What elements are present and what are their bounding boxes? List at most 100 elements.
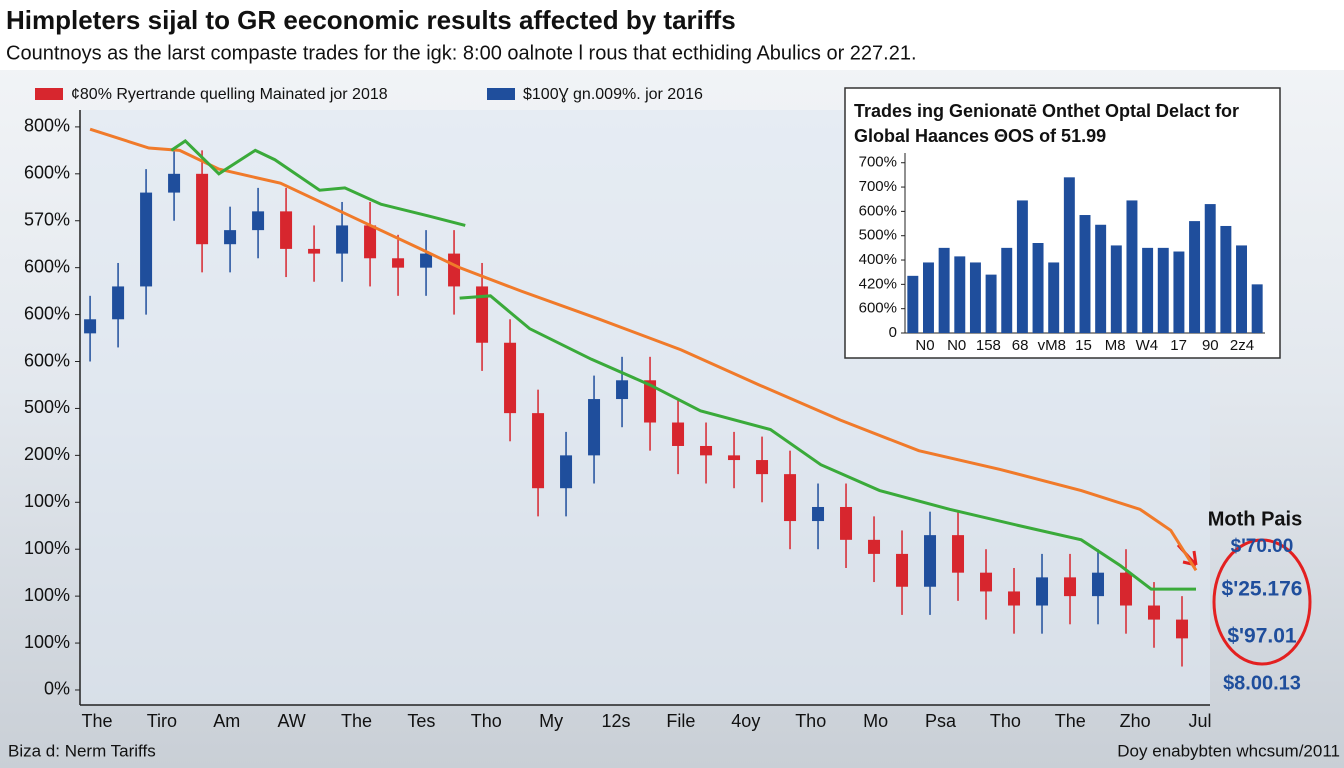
- y-tick-label: 500%: [24, 397, 70, 417]
- y-tick-label: 100%: [24, 538, 70, 558]
- footer-right: Doy enabybten whcsum/2011: [1117, 741, 1340, 760]
- bar: [1236, 245, 1247, 333]
- candle-body: [364, 225, 377, 259]
- candle-body: [1176, 619, 1189, 639]
- x-tick-label: Tiro: [147, 711, 177, 731]
- bar: [907, 275, 919, 333]
- candle-body: [308, 248, 321, 254]
- bar: [1189, 221, 1201, 333]
- candle-body: [252, 211, 265, 231]
- candle-body: [448, 253, 461, 287]
- x-tick-label: 90: [1202, 337, 1219, 354]
- bar: [985, 274, 997, 333]
- bar: [1001, 247, 1013, 333]
- bar: [1063, 177, 1075, 333]
- x-tick-label: 68: [1012, 337, 1029, 354]
- candle-body: [896, 553, 909, 587]
- bar: [1157, 247, 1169, 333]
- candle-body: [112, 286, 125, 320]
- annotation: Moth Pais: [1208, 508, 1302, 530]
- candle-body: [1092, 572, 1105, 597]
- legend-label: ¢80% Ryertrande quelling Mainated jor 20…: [71, 86, 388, 103]
- bar: [1142, 247, 1154, 333]
- x-tick-label: Tho: [990, 711, 1021, 731]
- x-tick-label: Tes: [407, 711, 435, 731]
- footer-left: Biza d: Nerm Tariffs: [8, 741, 156, 760]
- candle-body: [756, 460, 769, 475]
- candle-body: [980, 572, 993, 592]
- trend-line: [89, 127, 1198, 572]
- x-tick-label: W4: [1136, 337, 1159, 354]
- candle-body: [196, 173, 209, 245]
- bar: [1204, 204, 1216, 333]
- y-tick-label: 600%: [24, 256, 70, 276]
- candle-body: [1036, 577, 1049, 606]
- x-tick-label: 17: [1170, 337, 1187, 354]
- y-tick-label: 600%: [24, 350, 70, 370]
- candle-body: [868, 539, 881, 554]
- candle-body: [280, 211, 293, 249]
- bar: [938, 247, 950, 333]
- candle-body: [812, 506, 825, 522]
- candle-body: [504, 342, 517, 414]
- bar: [1048, 262, 1060, 333]
- x-tick-label: Jul: [1188, 711, 1211, 731]
- candle-body: [924, 535, 937, 587]
- candle-body: [84, 319, 97, 334]
- x-tick-label: Tho: [795, 711, 826, 731]
- y-tick-label: 600%: [859, 300, 897, 317]
- chart-title: Himpleters sijal to GR eeconomic results…: [6, 5, 736, 35]
- candle-body: [784, 474, 797, 522]
- x-tick-label: 4oy: [731, 711, 760, 731]
- inset-title: Trades ing Genionatē Onthet Optal Delact…: [854, 101, 1239, 121]
- highlight-circle: [1212, 538, 1312, 666]
- candle-body: [392, 258, 405, 268]
- x-tick-label: My: [539, 711, 563, 731]
- candle-body: [168, 173, 181, 193]
- annotation: $8.00.13: [1223, 672, 1301, 694]
- inset-title: Global Haances ΘOS of 51.99: [854, 126, 1106, 146]
- legend-label: $100Ɣ gn.009%. jor 2016: [523, 86, 703, 103]
- candle-body: [420, 253, 433, 268]
- bar: [1016, 200, 1028, 333]
- candle-body: [700, 445, 713, 456]
- candle-body: [1064, 577, 1077, 597]
- y-tick-label: 0%: [44, 679, 70, 699]
- candle-body: [644, 380, 657, 423]
- candle-body: [728, 455, 741, 461]
- x-tick-label: The: [341, 711, 372, 731]
- chart-subtitle: Countnoys as the larst compaste trades f…: [6, 42, 917, 64]
- y-tick-label: 570%: [24, 209, 70, 229]
- candle-body: [952, 535, 965, 573]
- bar: [1110, 245, 1122, 333]
- legend-swatch: [35, 88, 63, 100]
- bar: [969, 262, 981, 333]
- candle-body: [560, 455, 573, 489]
- annotation: $'97.01: [1227, 625, 1297, 648]
- bar: [1079, 215, 1091, 333]
- x-tick-label: Mo: [863, 711, 888, 731]
- x-tick-label: 12s: [602, 711, 631, 731]
- annotation: $'25.176: [1222, 578, 1303, 601]
- candle-body: [1120, 572, 1133, 606]
- candle-body: [336, 225, 349, 254]
- annotation: $'70.00: [1231, 536, 1294, 557]
- y-tick-label: 700%: [859, 178, 897, 195]
- candle-body: [224, 230, 237, 245]
- x-tick-label: AW: [277, 711, 305, 731]
- y-tick-label: 100%: [24, 585, 70, 605]
- y-tick-label: 0: [889, 324, 897, 341]
- x-tick-label: The: [1055, 711, 1086, 731]
- x-tick-label: 158: [976, 337, 1001, 354]
- candle-body: [616, 380, 629, 400]
- candle-body: [1008, 591, 1021, 606]
- y-tick-label: 500%: [859, 227, 897, 244]
- x-tick-label: N0: [947, 337, 966, 354]
- x-tick-label: File: [666, 711, 695, 731]
- legend-swatch: [487, 88, 515, 100]
- trend-line: [170, 139, 1196, 591]
- bar: [1032, 243, 1044, 333]
- y-tick-label: 600%: [859, 202, 897, 219]
